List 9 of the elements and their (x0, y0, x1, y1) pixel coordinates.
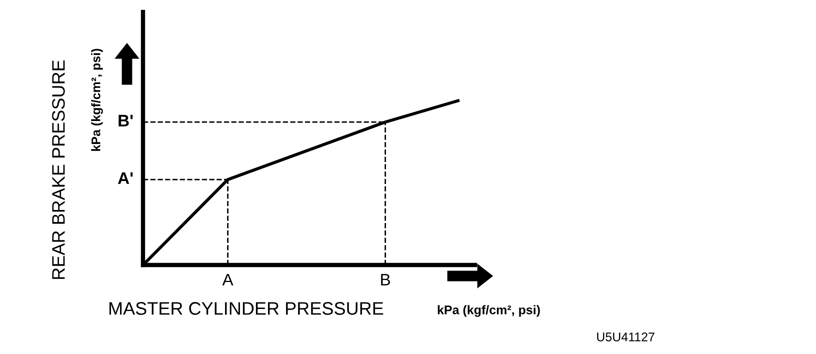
text: kPa (kgf/cm², psi) (91, 48, 103, 151)
y-axis-title: REAR BRAKE PRESSURE (52, 60, 65, 279)
x-tick-label: B (381, 274, 390, 286)
x-tick-label: A (222, 274, 234, 286)
ref-line-label: A' (118, 172, 133, 184)
x-axis-title: MASTER CYLINDER PRESSURE (109, 302, 384, 315)
text: kPa (kgf/cm², psi) (438, 305, 540, 317)
ref-line-label: B' (118, 114, 133, 126)
text: U5U41127 (597, 332, 654, 342)
